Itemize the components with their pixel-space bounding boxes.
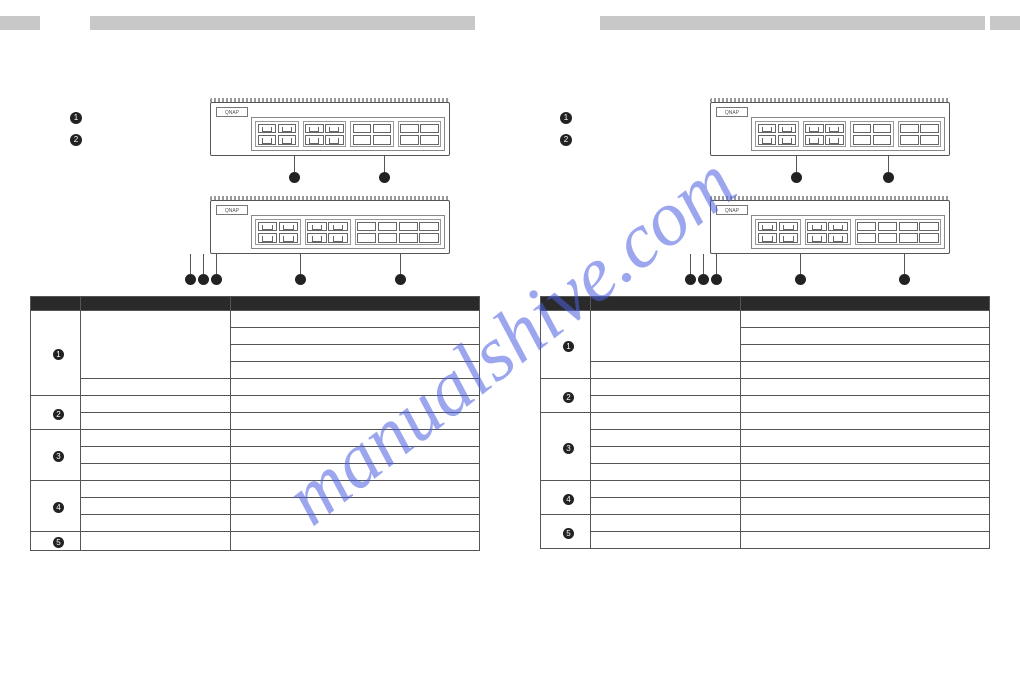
device-logo: QNAP — [716, 107, 748, 117]
side-bullet-1: 1 — [560, 112, 572, 124]
callout-line — [384, 156, 385, 172]
callout-a — [685, 274, 696, 285]
page-right: 1 2 QNAP QNAP 1 2 3 — [510, 0, 1020, 680]
row-bullet: 5 — [563, 528, 574, 539]
row-bullet: 3 — [563, 443, 574, 454]
row-bullet: 1 — [563, 341, 574, 352]
row-bullet: 4 — [563, 494, 574, 505]
header-bar-short — [0, 16, 40, 30]
header-bar-short — [990, 16, 1020, 30]
callout-a — [185, 274, 196, 285]
row-bullet: 4 — [53, 502, 64, 513]
callout-2 — [379, 172, 390, 183]
spec-table-left: 1 2 3 4 5 — [30, 296, 480, 551]
device-ports — [751, 117, 945, 151]
row-bullet: 2 — [563, 392, 574, 403]
device-front-1: QNAP — [210, 102, 450, 156]
device-front-2: QNAP — [210, 200, 450, 254]
callout-d — [295, 274, 306, 285]
callout-line — [190, 254, 191, 274]
device-front-1: QNAP — [710, 102, 950, 156]
callout-b — [698, 274, 709, 285]
device-ports — [251, 117, 445, 151]
callout-line — [216, 254, 217, 274]
callout-1 — [791, 172, 802, 183]
callout-d — [795, 274, 806, 285]
callout-b — [198, 274, 209, 285]
callout-e — [899, 274, 910, 285]
side-bullet-1: 1 — [70, 112, 82, 124]
row-bullet: 1 — [53, 349, 64, 360]
callout-e — [395, 274, 406, 285]
callout-line — [690, 254, 691, 274]
callout-line — [203, 254, 204, 274]
callout-c — [711, 274, 722, 285]
device-ports — [751, 215, 945, 249]
device-logo: QNAP — [216, 205, 248, 215]
header-bar-long — [90, 16, 475, 30]
callout-line — [716, 254, 717, 274]
callout-line — [888, 156, 889, 172]
callout-line — [294, 156, 295, 172]
callout-2 — [883, 172, 894, 183]
callout-line — [703, 254, 704, 274]
side-bullet-2: 2 — [70, 134, 82, 146]
callout-line — [300, 254, 301, 274]
page-left: 1 2 QNAP QNAP 1 2 3 — [0, 0, 510, 680]
header-bar-long — [600, 16, 985, 30]
row-bullet: 2 — [53, 409, 64, 420]
callout-c — [211, 274, 222, 285]
device-logo: QNAP — [216, 107, 248, 117]
callout-line — [400, 254, 401, 274]
side-bullet-2: 2 — [560, 134, 572, 146]
spec-table-right: 1 2 3 4 5 — [540, 296, 990, 549]
device-ports — [251, 215, 445, 249]
callout-1 — [289, 172, 300, 183]
callout-line — [904, 254, 905, 274]
row-bullet: 3 — [53, 451, 64, 462]
device-front-2: QNAP — [710, 200, 950, 254]
callout-line — [800, 254, 801, 274]
device-logo: QNAP — [716, 205, 748, 215]
callout-line — [796, 156, 797, 172]
row-bullet: 5 — [53, 537, 64, 548]
